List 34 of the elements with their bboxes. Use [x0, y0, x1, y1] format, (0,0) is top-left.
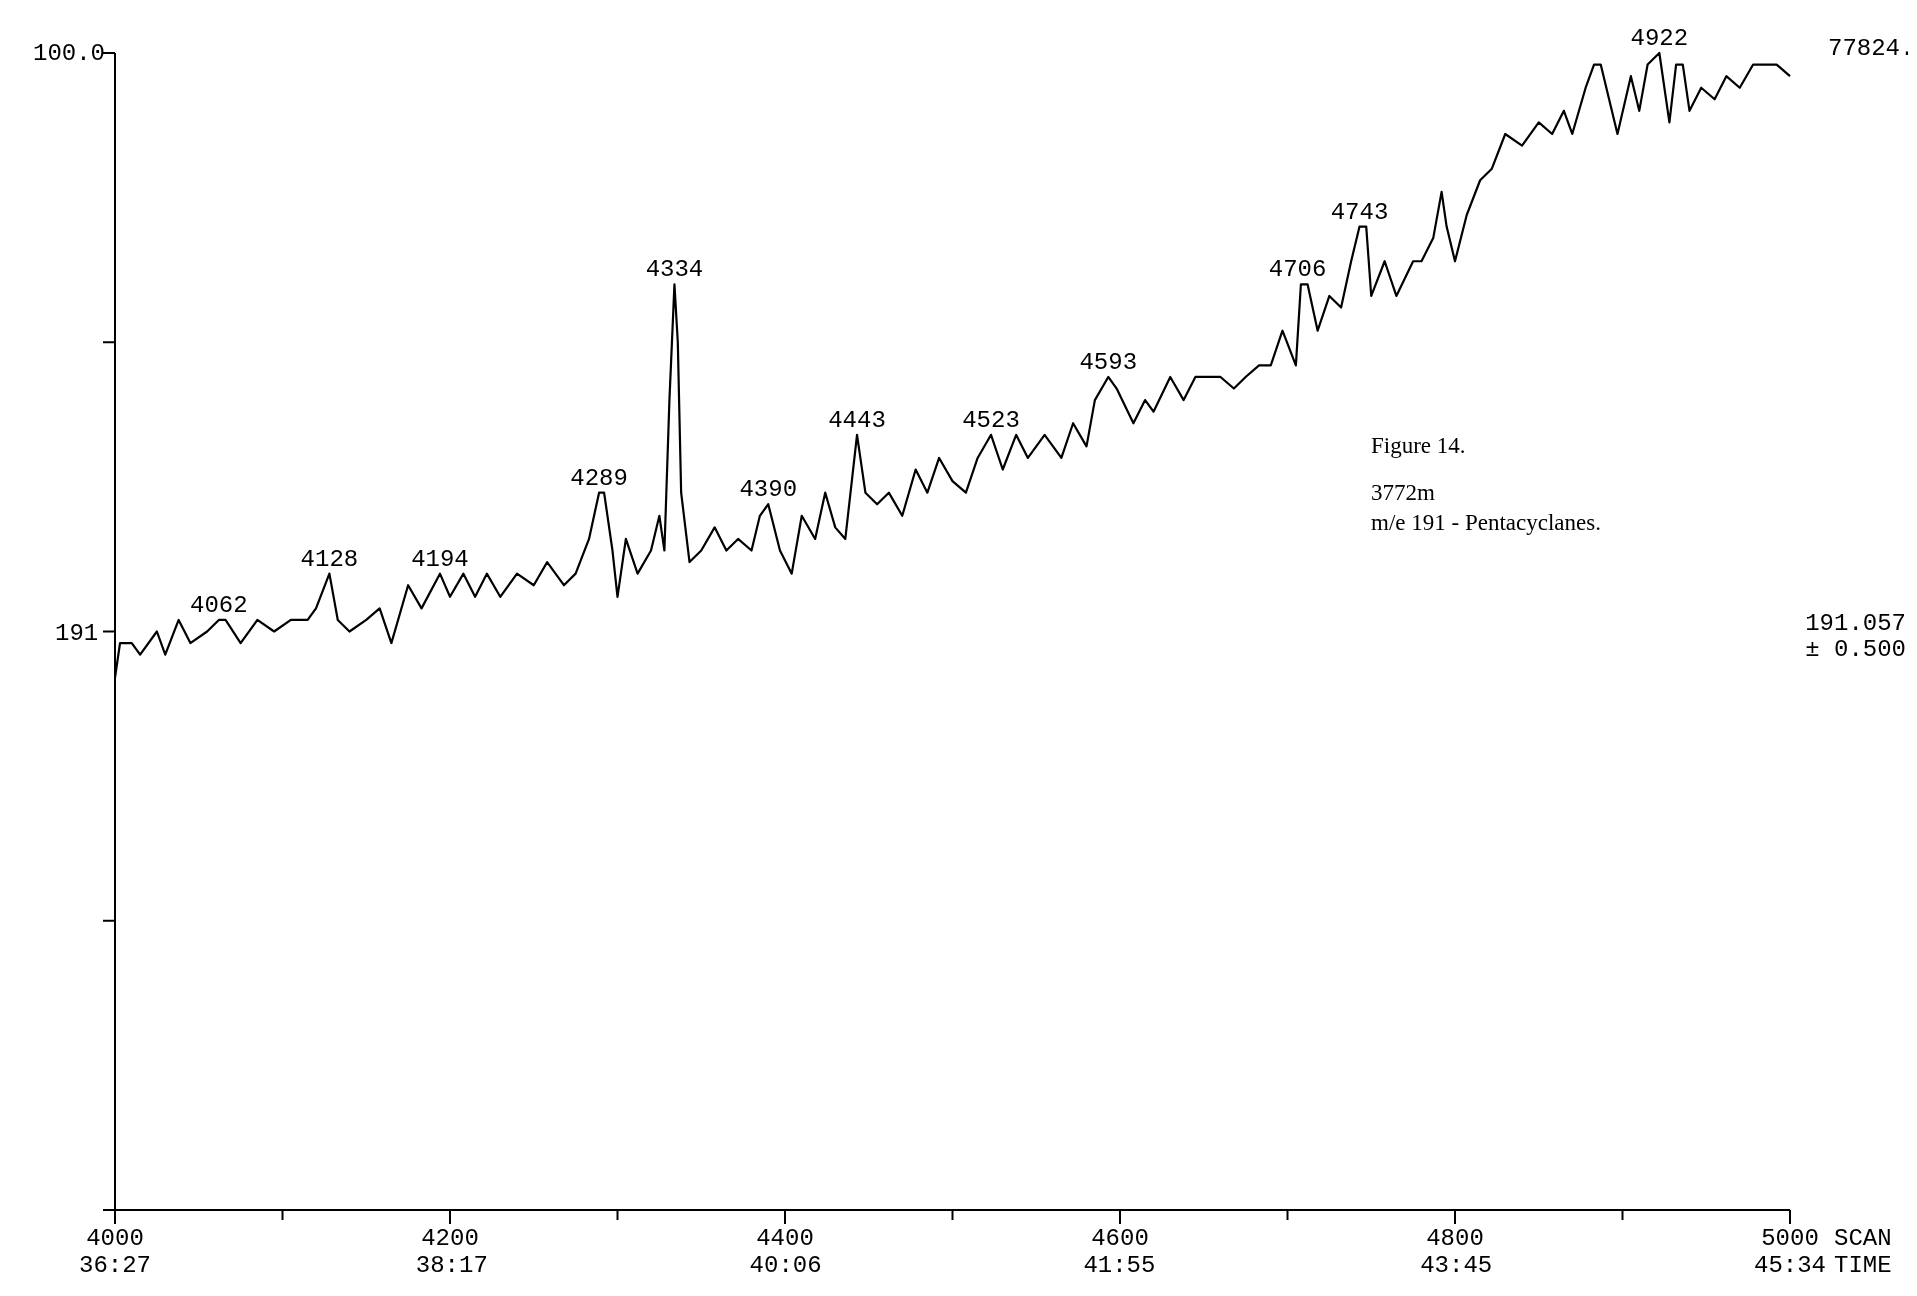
x2-tick-label: 36:27 — [78, 1252, 152, 1279]
annotation: Figure 14. — [1371, 433, 1466, 458]
x-tick-label: 4200 — [421, 1225, 479, 1252]
annotation: 4743 — [1330, 198, 1389, 226]
text: ± 0.500 — [1805, 635, 1906, 663]
x-tick-label: 4600 — [1091, 1225, 1149, 1252]
text: 191.057 — [1805, 609, 1906, 637]
annotation: 4194 — [411, 545, 469, 573]
annotation: 4922 — [1630, 25, 1689, 52]
annotation: 4523 — [962, 406, 1020, 434]
x-tick-label: 4800 — [1426, 1225, 1484, 1252]
annotation: m/e 191 - Pentacyclanes. — [1371, 510, 1601, 535]
annotation: 4334 — [645, 256, 704, 284]
annotation: 4289 — [570, 464, 628, 492]
x2-axis-title: TIME — [1834, 1252, 1892, 1279]
annotation: 4390 — [739, 476, 798, 504]
x2-tick-label: 38:17 — [415, 1252, 488, 1279]
text: 100.0 — [32, 40, 105, 67]
x2-tick-label: 41:55 — [1083, 1252, 1156, 1279]
annotation: 4706 — [1268, 256, 1327, 284]
annotation: 4128 — [300, 545, 359, 573]
x-tick-label: 4400 — [756, 1225, 814, 1252]
x-tick-label: 5000 — [1761, 1225, 1819, 1252]
annotation: 3772m — [1371, 480, 1435, 505]
x2-tick-label: 43:45 — [1420, 1252, 1493, 1279]
text: 191 — [55, 619, 99, 647]
x-axis-title: SCAN — [1834, 1225, 1892, 1252]
annotation: 4593 — [1079, 348, 1138, 376]
x-tick-label: 4000 — [86, 1225, 144, 1252]
text: 77824. — [1828, 35, 1915, 62]
annotation: 4062 — [190, 591, 248, 619]
x2-tick-label: 40:06 — [749, 1252, 822, 1279]
annotation: 4443 — [828, 406, 886, 434]
x2-tick-label: 45:34 — [1753, 1252, 1827, 1279]
